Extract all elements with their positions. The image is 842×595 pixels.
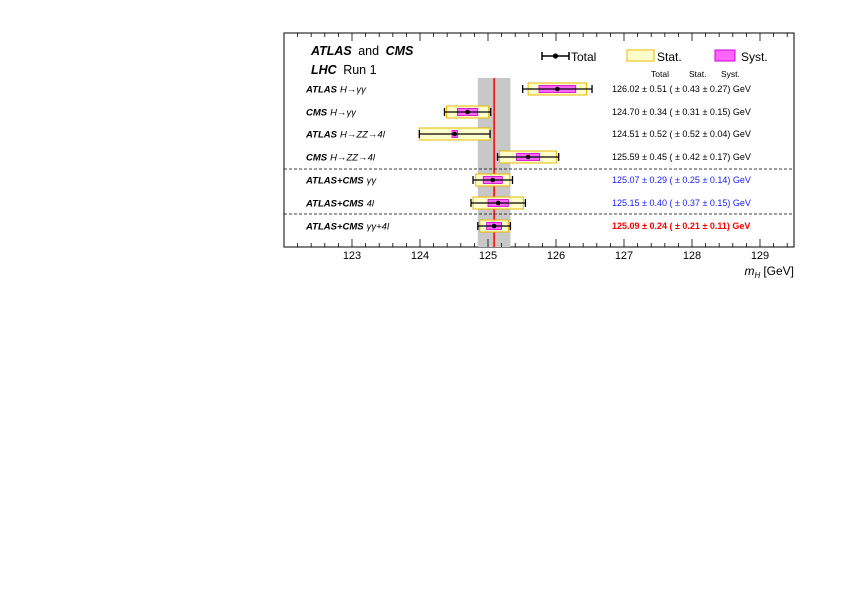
row-label-channel: H→ZZ→4l — [340, 130, 386, 141]
plot-title: ATLAS and CMS — [310, 44, 414, 58]
row-label: ATLAS+CMS γγ — [305, 176, 377, 187]
measurement-row: ATLAS+CMS γγ 125.07 ± 0.29 ( ± 0.25 ± 0.14… — [305, 173, 751, 187]
central-value-point — [495, 200, 501, 206]
x-tick-label: 126 — [547, 250, 565, 262]
row-label-channel: γγ+4l — [367, 222, 390, 233]
row-label-channel: H→γγ — [330, 108, 357, 119]
row-label: ATLAS+CMS 4l — [305, 199, 375, 210]
x-tick-label: 125 — [479, 250, 497, 262]
column-header-stat: Stat. — [689, 69, 706, 79]
legend-total-label: Total — [571, 50, 596, 64]
row-label-experiment: ATLAS+CMS — [305, 199, 364, 210]
measurement-row: CMS H→γγ 124.70 ± 0.34 ( ± 0.31 ± 0.15) Ge… — [306, 105, 751, 119]
x-tick-label: 124 — [411, 250, 429, 262]
column-header-syst: Syst. — [721, 69, 740, 79]
row-label: ATLAS H→γγ — [305, 85, 367, 96]
row-label-experiment: CMS — [306, 108, 328, 119]
row-value-text: 124.51 ± 0.52 ( ± 0.52 ± 0.04) GeV — [612, 129, 751, 139]
title-atlas: ATLAS — [310, 44, 352, 58]
column-header-total: Total — [651, 69, 669, 79]
subtitle-lhc: LHC — [311, 63, 338, 77]
x-axis-label-sub: H — [755, 271, 761, 280]
row-label-experiment: ATLAS+CMS — [305, 176, 364, 187]
measurement-rows: ATLAS H→γγ 126.02 ± 0.51 ( ± 0.43 ± 0.27) … — [305, 82, 751, 233]
row-value-text: 125.09 ± 0.24 ( ± 0.21 ± 0.11) GeV — [612, 221, 750, 231]
legend-stat-label: Stat. — [657, 50, 682, 64]
row-value-text: 125.15 ± 0.40 ( ± 0.37 ± 0.15) GeV — [612, 198, 751, 208]
row-label: CMS H→γγ — [306, 108, 357, 119]
x-axis-label-m: m — [745, 264, 755, 278]
central-value-point — [465, 109, 470, 115]
row-value-text: 125.59 ± 0.45 ( ± 0.42 ± 0.17) GeV — [612, 152, 751, 162]
measurement-row: ATLAS H→γγ 126.02 ± 0.51 ( ± 0.43 ± 0.27) … — [305, 82, 751, 96]
subtitle-run: Run 1 — [343, 63, 376, 77]
legend: Total Stat. Syst. — [541, 49, 768, 64]
row-label-channel: γγ — [367, 176, 378, 187]
central-value-point — [490, 177, 496, 183]
legend-stat-swatch — [626, 49, 655, 62]
row-label-channel: 4l — [367, 199, 375, 210]
row-label-channel: H→γγ — [340, 85, 367, 96]
row-label: ATLAS H→ZZ→4l — [305, 130, 386, 141]
x-axis-label: mH [GeV] — [745, 264, 794, 280]
x-tick-label: 127 — [615, 250, 633, 262]
x-axis: 123 124 125 126 127 128 129 — [283, 33, 788, 262]
x-tick-label: 128 — [683, 250, 701, 262]
title-cms: CMS — [386, 44, 414, 58]
row-label: CMS H→ZZ→4l — [306, 153, 376, 164]
x-tick-label: 129 — [751, 250, 769, 262]
row-label-experiment: CMS — [306, 153, 328, 164]
row-label-channel: H→ZZ→4l — [330, 153, 376, 164]
measurement-row: ATLAS H→ZZ→4l 124.51 ± 0.52 ( ± 0.52 ± 0.0… — [305, 127, 751, 141]
measurement-row: ATLAS+CMS γγ+4l 125.09 ± 0.24 ( ± 0.21 ± 0… — [305, 219, 750, 233]
row-value-text: 125.07 ± 0.29 ( ± 0.25 ± 0.14) GeV — [612, 175, 751, 185]
row-label-experiment: ATLAS+CMS — [305, 222, 364, 233]
plot-subtitle: LHC Run 1 — [311, 63, 377, 77]
legend-total-marker — [541, 52, 570, 60]
row-label-experiment: ATLAS — [305, 85, 338, 96]
row-label-experiment: ATLAS — [305, 130, 338, 141]
measurement-row: CMS H→ZZ→4l 125.59 ± 0.45 ( ± 0.42 ± 0.17)… — [306, 150, 751, 164]
central-value-point — [555, 86, 560, 92]
x-tick-label: 123 — [343, 250, 361, 262]
plot-frame — [283, 32, 795, 248]
title-and: and — [358, 44, 379, 58]
row-value-text: 126.02 ± 0.51 ( ± 0.43 ± 0.27) GeV — [612, 84, 751, 94]
x-axis-label-unit: [GeV] — [763, 264, 794, 278]
central-value-point — [491, 223, 497, 229]
row-value-text: 124.70 ± 0.34 ( ± 0.31 ± 0.15) GeV — [612, 107, 751, 117]
legend-syst-swatch — [714, 49, 736, 62]
central-value-point — [452, 131, 457, 137]
measurement-row: ATLAS+CMS 4l 125.15 ± 0.40 ( ± 0.37 ± 0.15… — [305, 196, 751, 210]
central-value-point — [525, 154, 531, 160]
row-label: ATLAS+CMS γγ+4l — [305, 222, 390, 233]
legend-syst-label: Syst. — [741, 50, 768, 64]
